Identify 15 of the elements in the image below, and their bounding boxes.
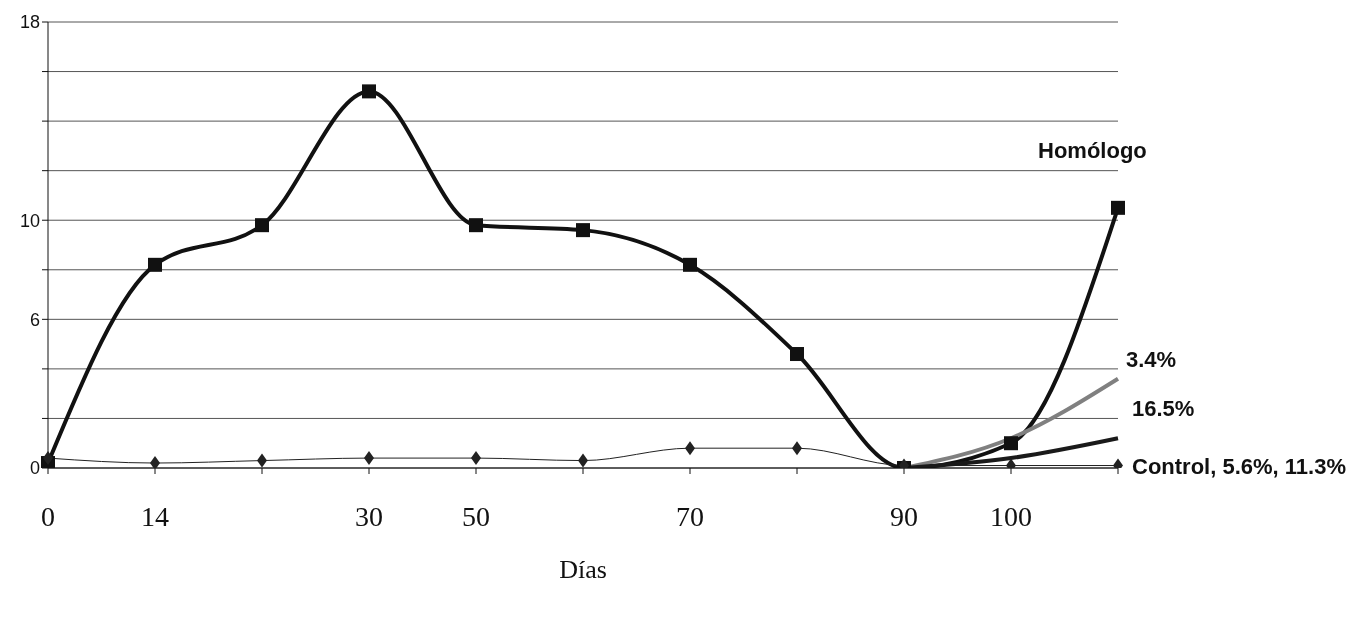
x-tick-label: 90 xyxy=(890,500,918,532)
series-label: 16.5% xyxy=(1132,396,1195,422)
x-tick-label: 14 xyxy=(141,500,169,532)
x-tick-label: 70 xyxy=(676,500,704,532)
series-label: 3.4% xyxy=(1126,346,1177,372)
x-tick-label: 50 xyxy=(462,500,490,532)
x-axis-title: Días xyxy=(559,555,607,584)
y-tick-label: 10 xyxy=(19,210,40,231)
y-tick-label: 0 xyxy=(29,458,40,479)
series-label: Homólogo xyxy=(1038,137,1147,163)
y-tick-label: 6 xyxy=(29,309,40,330)
x-tick-label: 30 xyxy=(355,500,383,532)
y-tick-label: 18 xyxy=(19,12,40,33)
series-label: Control, 5.6%, 11.3% xyxy=(1132,453,1346,479)
x-tick-label: 100 xyxy=(990,500,1032,532)
